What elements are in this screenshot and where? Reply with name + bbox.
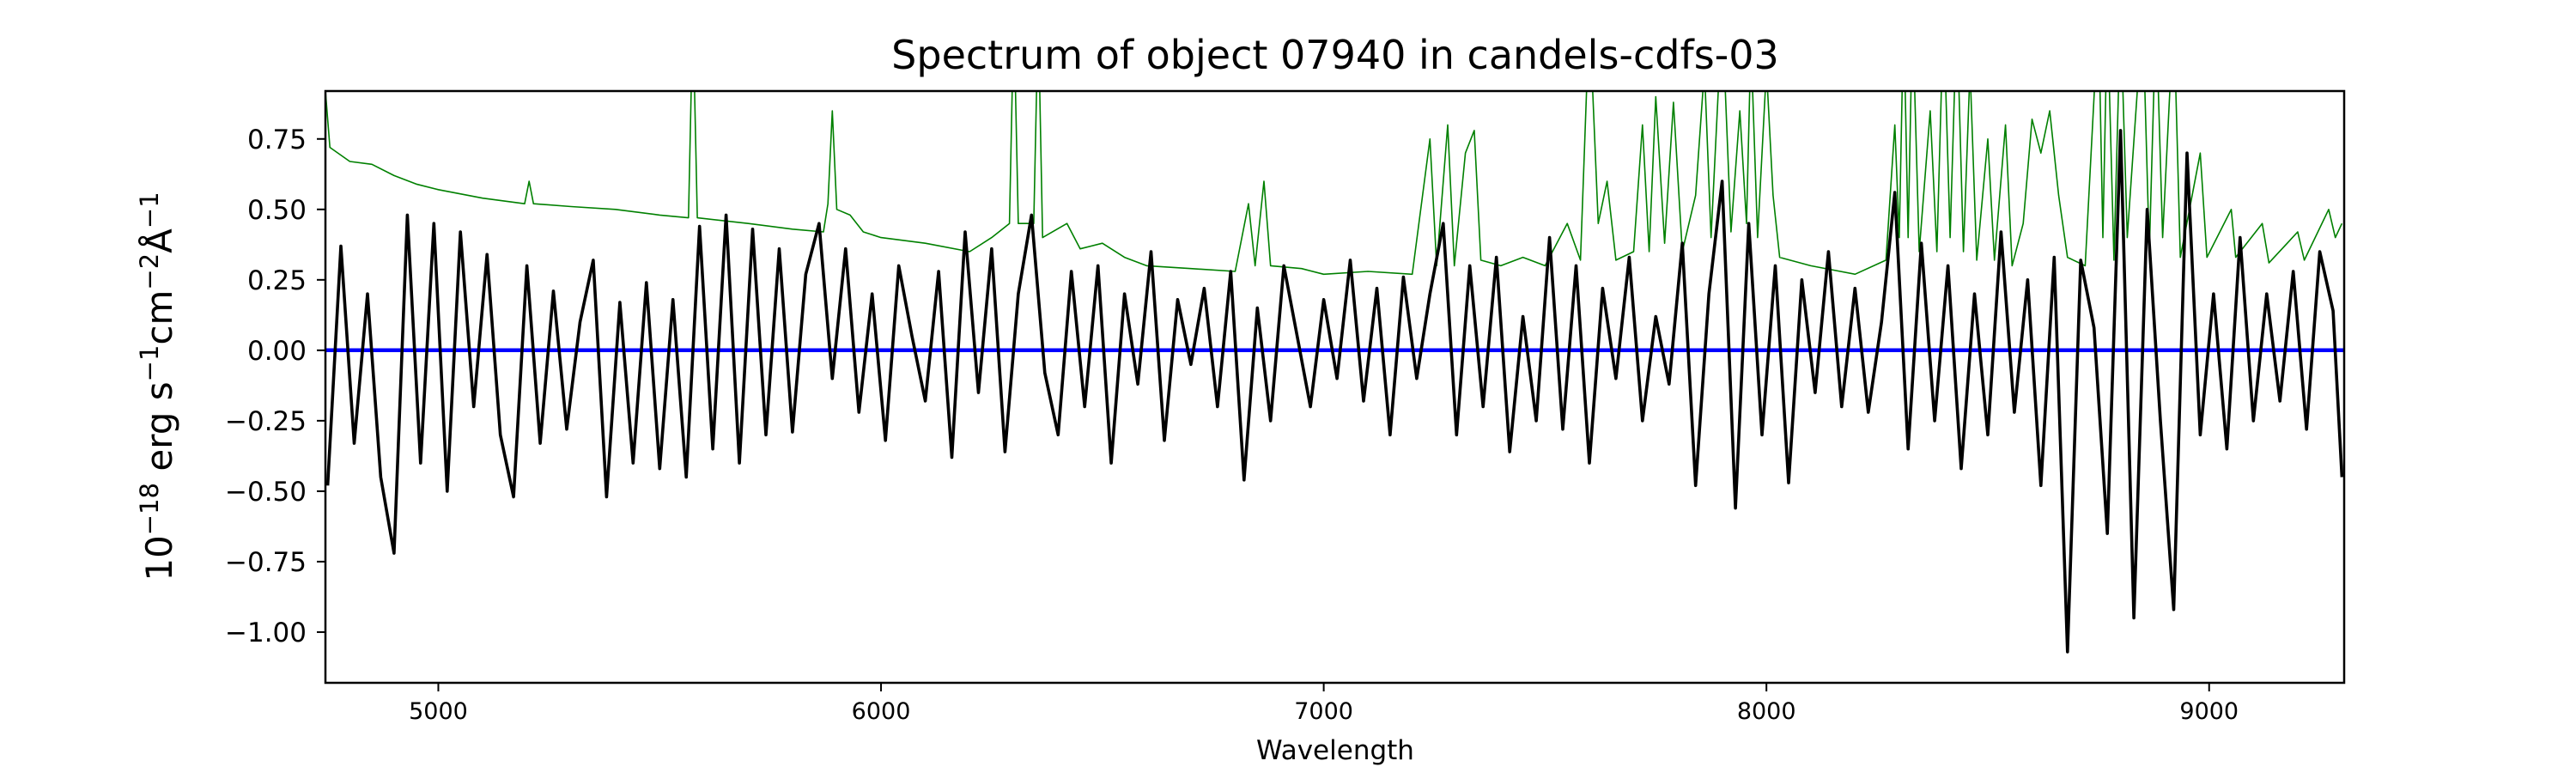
y-label-exp: −2 — [135, 253, 164, 290]
y-tick-label: 0.50 — [247, 195, 307, 226]
x-tick-label: 7000 — [1294, 698, 1353, 725]
series-layer — [325, 91, 2344, 654]
y-tick-label: −1.00 — [225, 618, 307, 648]
y-label-exp: −1 — [135, 345, 164, 382]
flux-series-line — [325, 129, 2344, 654]
y-tick-label: 0.00 — [247, 336, 307, 367]
y-tick-label: 0.25 — [247, 265, 307, 296]
x-tick-label: 9000 — [2179, 698, 2239, 725]
y-label-unit: cm — [138, 290, 180, 345]
y-tick-label: −0.75 — [225, 547, 307, 578]
y-tick-label: 0.75 — [247, 125, 307, 155]
x-axis: 5000 6000 7000 8000 9000 — [409, 683, 2239, 725]
y-axis: 0.75 0.50 0.25 0.00 −0.25 −0.50 −0.75 −1.00 — [225, 125, 325, 648]
y-label-unit: erg s — [138, 381, 180, 483]
model-series-line — [325, 91, 2343, 276]
chart-title: Spectrum of object 07940 in candels-cdfs… — [891, 32, 1779, 78]
x-tick-label: 5000 — [409, 698, 468, 725]
y-label-exp: −18 — [135, 483, 164, 535]
x-tick-label: 6000 — [852, 698, 911, 725]
y-tick-label: −0.25 — [225, 406, 307, 437]
y-label-base: 10 — [138, 535, 180, 581]
x-axis-label: Wavelength — [1256, 735, 1414, 766]
y-tick-label: −0.50 — [225, 477, 307, 508]
x-tick-label: 8000 — [1737, 698, 1796, 725]
y-label-exp: −1 — [135, 192, 164, 228]
plot-frame — [324, 89, 2346, 685]
y-label-unit: Å — [137, 228, 180, 253]
y-axis-label: 10−18 erg s−1cm−2Å−1 — [135, 192, 180, 581]
